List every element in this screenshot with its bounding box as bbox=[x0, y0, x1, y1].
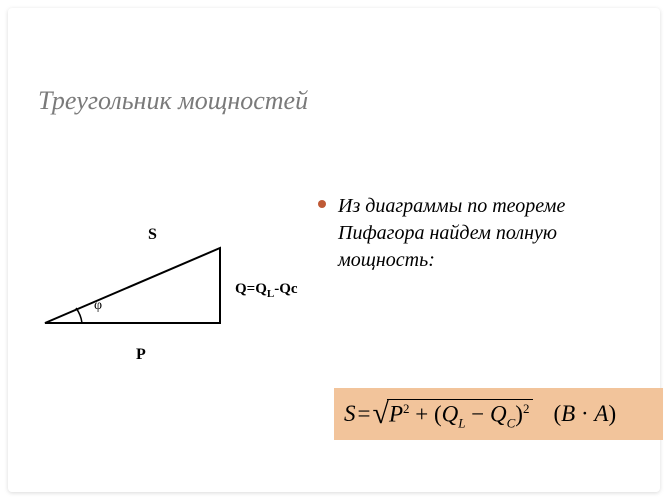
body-paragraph: Из диаграммы по теореме Пифагора найдем … bbox=[338, 193, 648, 274]
label-angle-phi: φ bbox=[94, 298, 102, 314]
formula-sub-C: C bbox=[507, 415, 516, 430]
slide-title: Треугольник мощностей bbox=[38, 86, 308, 116]
formula-plus-open: + ( bbox=[410, 402, 442, 427]
unit-close: ) bbox=[608, 401, 616, 426]
label-hypotenuse-S: S bbox=[148, 226, 157, 244]
formula-expression: S = √ P2 + (QL − QC)2 (B · A) bbox=[344, 399, 616, 429]
q-suffix: -Qc bbox=[274, 281, 297, 297]
sqrt-wrapper: √ P2 + (QL − QC)2 bbox=[372, 399, 533, 429]
formula-paren-exp: 2 bbox=[523, 401, 530, 416]
slide-card: Треугольник мощностей S Q=QL-Qc φ P Из д… bbox=[8, 8, 660, 492]
unit-A: A bbox=[594, 401, 608, 426]
unit-dot: · bbox=[575, 401, 594, 426]
power-triangle-diagram: S Q=QL-Qc φ P bbox=[30, 238, 310, 368]
label-base-P: P bbox=[136, 346, 146, 364]
formula-QC: Q bbox=[490, 402, 507, 427]
formula-lhs: S bbox=[344, 401, 356, 427]
triangle-shape bbox=[45, 248, 220, 323]
formula-QL: Q bbox=[442, 402, 459, 427]
q-prefix: Q=Q bbox=[235, 281, 267, 297]
unit-B: B bbox=[561, 401, 575, 426]
formula-unit: (B · A) bbox=[553, 401, 616, 427]
unit-open: ( bbox=[553, 401, 561, 426]
formula-equals: = bbox=[358, 401, 371, 427]
triangle-svg bbox=[30, 238, 310, 368]
bullet-icon bbox=[318, 200, 326, 208]
formula-P: P bbox=[389, 402, 403, 427]
angle-arc bbox=[76, 308, 82, 323]
formula-minus: − bbox=[466, 402, 490, 427]
formula-box: S = √ P2 + (QL − QC)2 (B · A) bbox=[334, 388, 663, 440]
label-vertical-Q: Q=QL-Qc bbox=[235, 281, 298, 300]
formula-close-paren: ) bbox=[515, 402, 523, 427]
formula-sub-L: L bbox=[458, 415, 465, 430]
sqrt-body: P2 + (QL − QC)2 bbox=[387, 399, 534, 429]
